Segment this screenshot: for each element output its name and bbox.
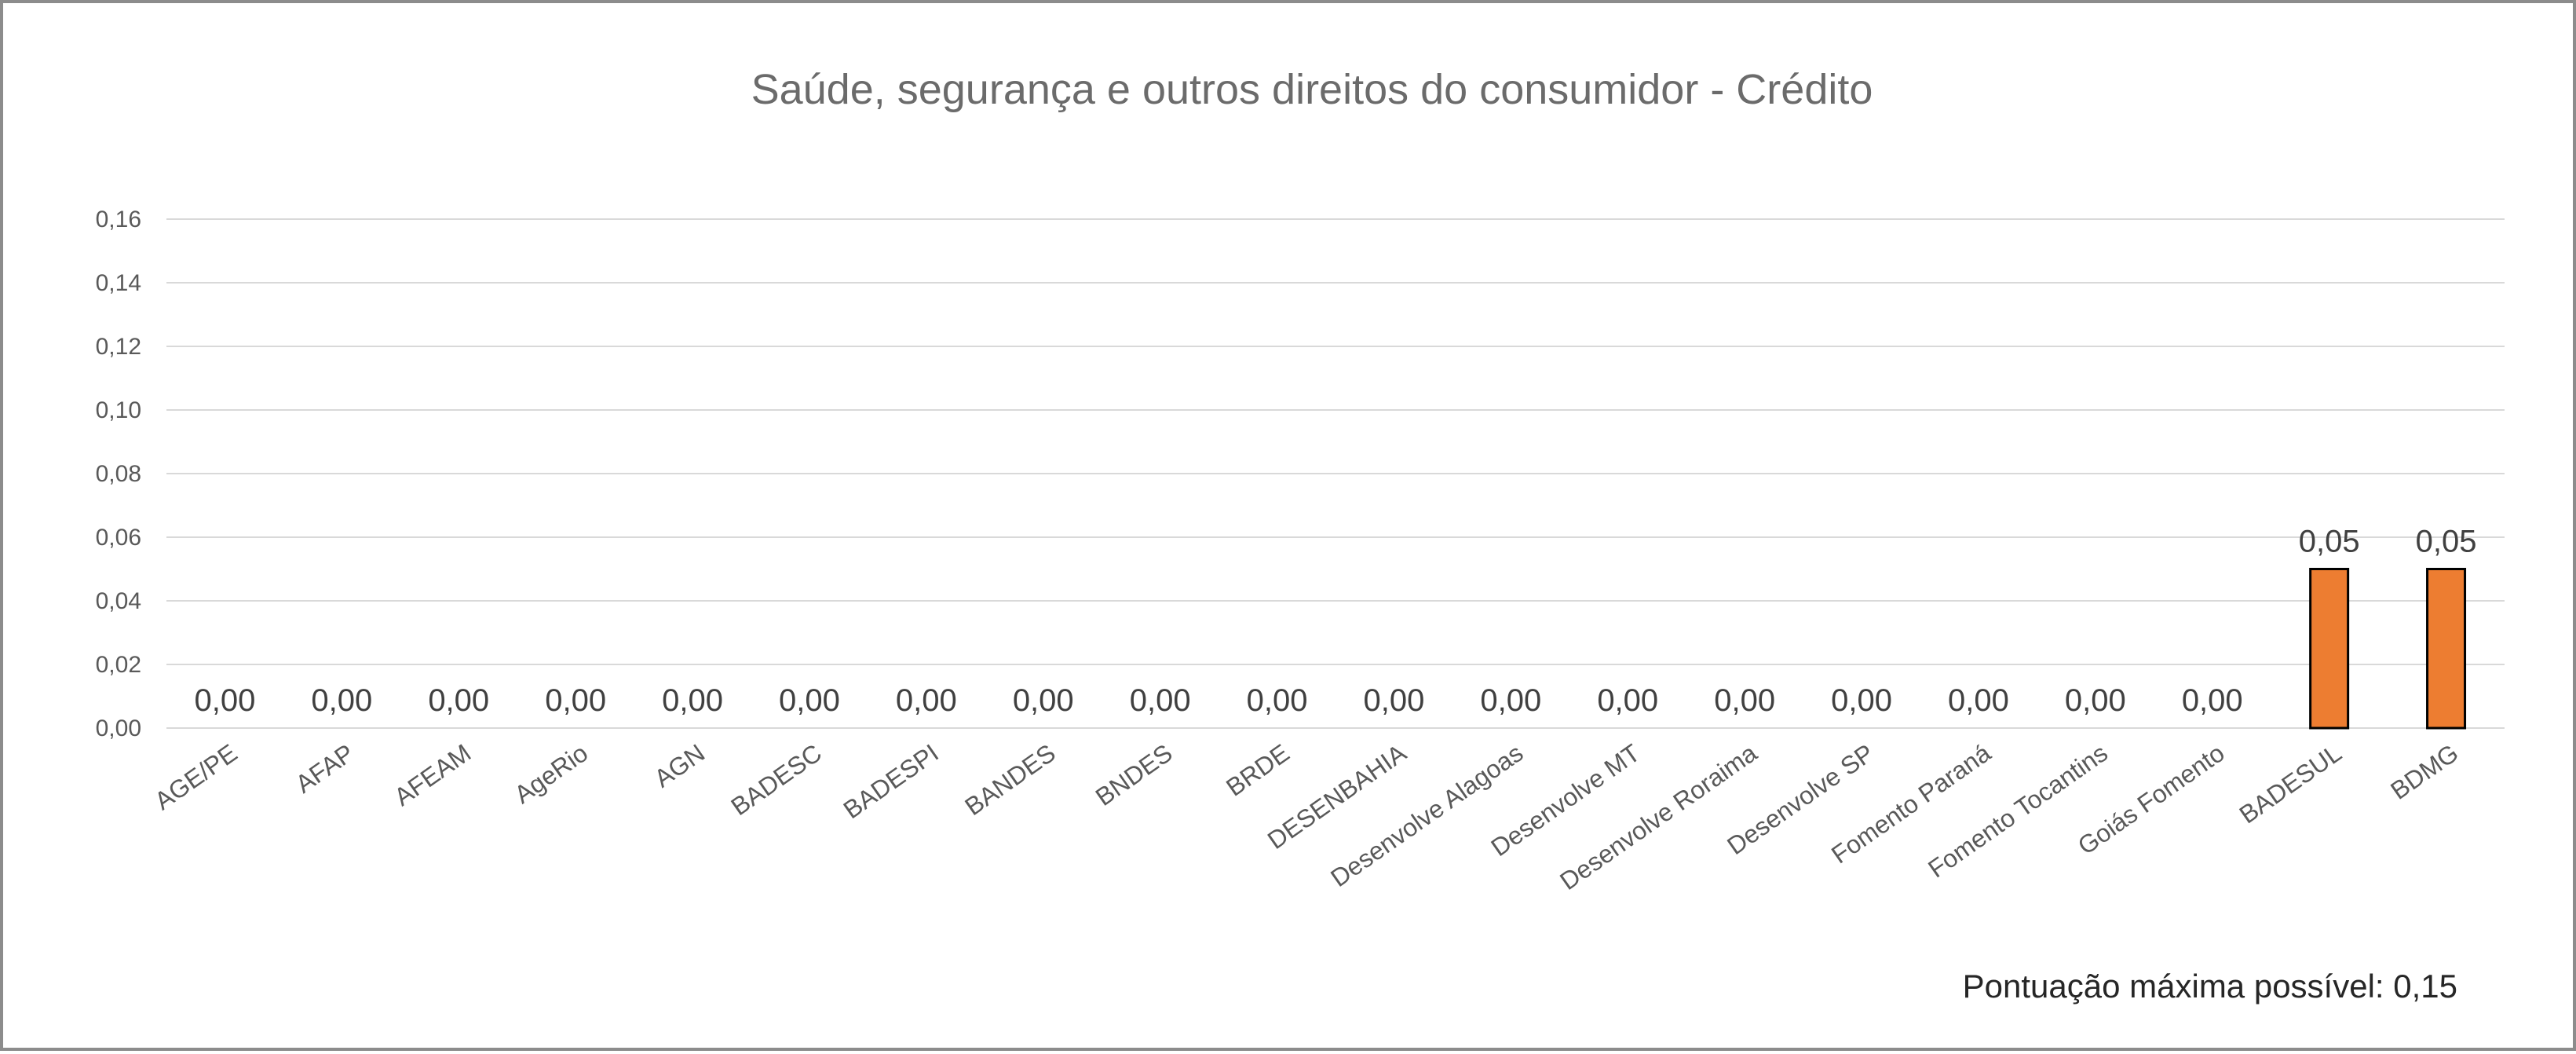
data-label: 0,00: [1714, 683, 1775, 718]
x-category-label: AGE/PE: [149, 738, 242, 815]
x-category-label: AGN: [649, 738, 710, 792]
data-label: 0,00: [1948, 683, 2009, 718]
y-tick-label: 0,02: [96, 652, 141, 678]
x-category-label: BADESPI: [839, 738, 944, 824]
y-tick-label: 0,08: [96, 461, 141, 487]
x-category-label: AFAP: [290, 738, 360, 798]
data-label: 0,00: [779, 683, 840, 718]
x-category-label: BANDES: [959, 738, 1060, 821]
y-tick-label: 0,10: [96, 397, 141, 423]
data-label: 0,00: [1480, 683, 1541, 718]
y-tick-label: 0,16: [96, 207, 141, 232]
data-label: 0,05: [2299, 525, 2360, 559]
x-category-label: BRDE: [1221, 738, 1294, 801]
data-label: 0,00: [1247, 683, 1308, 718]
data-label: 0,00: [2182, 683, 2243, 718]
max-score-note: Pontuação máxima possível: 0,15: [1963, 968, 2457, 1005]
x-category-label: BADESC: [726, 738, 827, 821]
chart-title: Saúde, segurança e outros direitos do co…: [751, 66, 1873, 113]
gridlines: [166, 218, 2505, 729]
bar: [2309, 568, 2350, 730]
data-label: 0,05: [2416, 525, 2477, 559]
x-category-label: BADESUL: [2234, 738, 2347, 829]
x-axis-category-labels: AGE/PE AFAP AFEAM AgeRio AGN BADESC BADESPI BAN…: [149, 738, 2463, 895]
y-tick-label: 0,14: [96, 270, 141, 296]
bars: [2309, 568, 2467, 730]
y-tick-label: 0,12: [96, 334, 141, 360]
x-category-label: BDMG: [2385, 738, 2463, 805]
y-axis-tick-labels: 0,00 0,02 0,04 0,06 0,08 0,10 0,12 0,14 0,16: [96, 207, 141, 741]
y-tick-label: 0,06: [96, 525, 141, 551]
data-label: 0,00: [311, 683, 372, 718]
x-category-label: BNDES: [1091, 738, 1178, 811]
data-label: 0,00: [1831, 683, 1892, 718]
data-label: 0,00: [428, 683, 489, 718]
data-label: 0,00: [545, 683, 606, 718]
x-category-label: Desenvolve Alagoas: [1325, 738, 1528, 892]
data-label: 0,00: [1597, 683, 1658, 718]
y-tick-label: 0,04: [96, 588, 141, 614]
data-label: 0,00: [662, 683, 723, 718]
data-label: 0,00: [896, 683, 957, 718]
data-label: 0,00: [195, 683, 256, 718]
data-label: 0,00: [1130, 683, 1191, 718]
data-label: 0,00: [1364, 683, 1425, 718]
data-labels: 0,00 0,00 0,00 0,00 0,00 0,00 0,00 0,00 0,00 0,00…: [195, 525, 2477, 719]
chart: Saúde, segurança e outros direitos do co…: [96, 66, 2505, 1005]
x-category-label: AgeRio: [510, 738, 594, 809]
bar: [2426, 568, 2467, 730]
x-category-label: Desenvolve Roraima: [1555, 738, 1762, 895]
y-tick-label: 0,00: [96, 715, 141, 741]
x-category-label: AFEAM: [389, 738, 476, 811]
data-label: 0,00: [1013, 683, 1074, 718]
data-label: 0,00: [2065, 683, 2126, 718]
